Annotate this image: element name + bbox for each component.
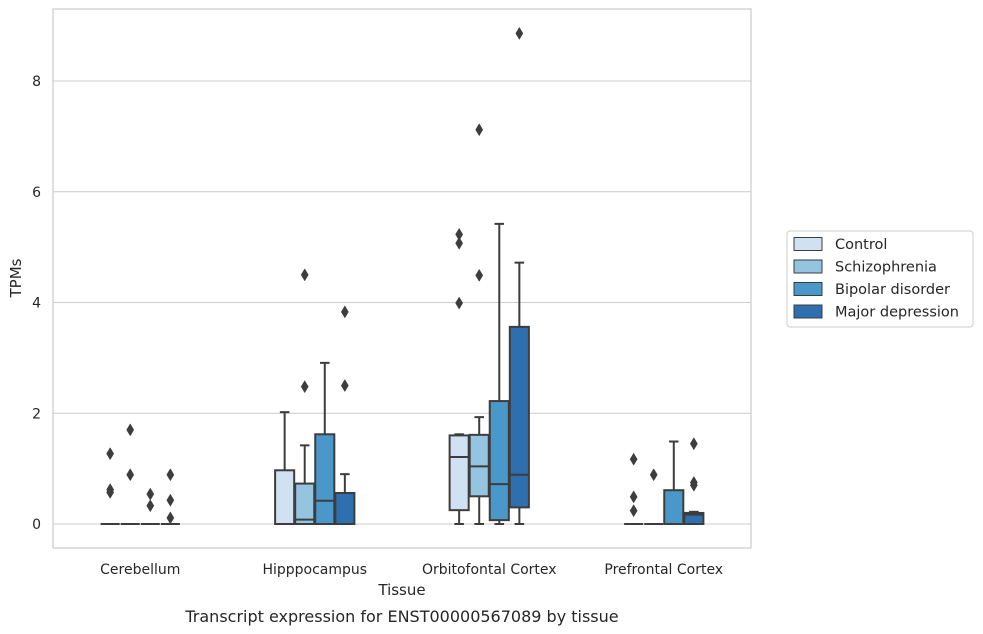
box-1-1 [294, 268, 316, 526]
outlier-point [515, 26, 524, 40]
box-iqr [508, 325, 530, 509]
x-axis-title: Tissue [377, 581, 425, 599]
box-3-2 [663, 440, 685, 526]
box-0-0 [100, 447, 120, 525]
outlier-point [689, 475, 698, 489]
x-axis: Cerebellum Hipppocampus Orbitofontal Corte… [100, 562, 723, 578]
outlier-point [455, 296, 464, 310]
legend-label: Control [835, 237, 887, 253]
outlier-point [300, 380, 309, 394]
outlier-point [629, 452, 638, 466]
box-1-3 [334, 305, 356, 525]
outlier-point [106, 447, 115, 461]
outlier-point [166, 468, 175, 482]
box-iqr [314, 433, 336, 526]
legend: Control Schizophrenia Bipolar disorder Majo… [786, 230, 974, 328]
y-tick-label: 2 [32, 406, 41, 422]
box-0-3 [160, 468, 180, 525]
outlier-point [475, 123, 484, 137]
x-tick-label: Orbitofontal Cortex [422, 562, 557, 578]
outlier-point [629, 490, 638, 504]
box-iqr [448, 434, 470, 512]
outlier-point [629, 504, 638, 518]
outlier-point [146, 499, 155, 513]
box-iqr [488, 400, 510, 522]
box-2-0 [448, 227, 470, 525]
legend-label: Schizophrenia [835, 260, 937, 276]
box-2-2 [488, 222, 510, 525]
box-2-1 [468, 123, 490, 525]
legend-frame [786, 230, 974, 328]
outlier-point [689, 437, 698, 451]
y-tick-label: 0 [32, 517, 41, 533]
box-2-3 [508, 26, 530, 525]
box-iqr [274, 469, 296, 526]
box-iqr [294, 482, 316, 526]
box-1-2 [314, 361, 336, 526]
x-tick-label: Prefrontal Cortex [604, 562, 723, 578]
y-tick-label: 6 [32, 185, 41, 201]
box-3-0 [624, 452, 644, 525]
box-1-0 [274, 411, 296, 526]
outlier-point [340, 305, 349, 319]
outlier-point [340, 379, 349, 393]
outlier-point [126, 468, 135, 482]
legend-label: Major depression [835, 305, 959, 321]
outlier-point [106, 483, 115, 497]
x-tick-label: Hipppocampus [262, 562, 367, 578]
outlier-point [166, 493, 175, 507]
y-axis: 0 2 4 6 8 [32, 74, 41, 533]
outlier-point [300, 268, 309, 282]
outlier-point [146, 487, 155, 501]
boxes-layer [100, 26, 705, 526]
x-tick-label: Cerebellum [100, 562, 180, 578]
chart-caption: Transcript expression for ENST0000056708… [184, 607, 618, 626]
box-3-1 [644, 468, 664, 525]
box-iqr [334, 491, 356, 525]
plot-area [52, 8, 752, 549]
box-iqr [663, 489, 685, 526]
y-tick-label: 8 [32, 74, 41, 90]
legend-swatch [793, 282, 823, 296]
legend-label: Bipolar disorder [835, 282, 950, 298]
outlier-point [455, 236, 464, 250]
box-0-1 [120, 423, 140, 525]
box-0-2 [140, 487, 160, 525]
outlier-point [166, 511, 175, 525]
y-axis-title: TPMs [7, 258, 25, 298]
outlier-point [126, 423, 135, 437]
outlier-point [475, 268, 484, 282]
outlier-point [455, 227, 464, 241]
legend-swatch [793, 259, 823, 274]
box-iqr [683, 511, 705, 525]
y-tick-label: 4 [32, 296, 41, 312]
legend-swatch [793, 237, 823, 251]
box-3-3 [683, 437, 705, 525]
legend-swatch [793, 304, 823, 319]
outlier-point [649, 468, 658, 482]
